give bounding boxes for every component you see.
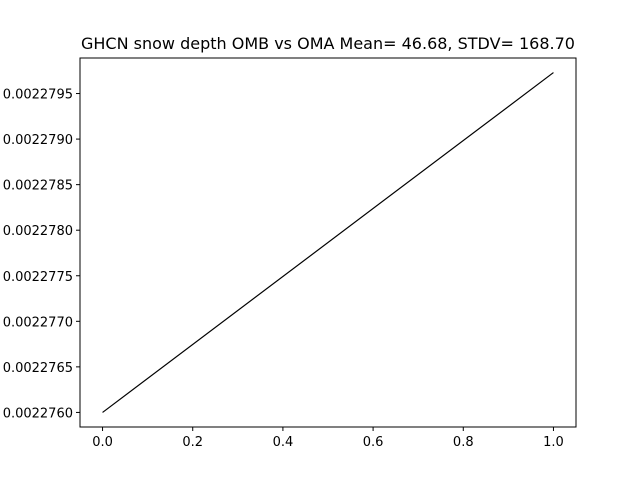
x-tick-label: 0.6 (363, 435, 384, 450)
y-tick-label: 0.0022765 (3, 361, 73, 376)
y-tick-label: 0.0022775 (3, 270, 73, 285)
y-tick-label: 0.0022780 (3, 224, 73, 239)
y-tick-label: 0.0022785 (3, 179, 73, 194)
series-line (102, 72, 554, 413)
plot-frame (79, 57, 577, 428)
plot-layer (102, 72, 554, 413)
x-tick-label: 1.0 (543, 435, 564, 450)
x-axis: 0.0 0.2 0.4 0.6 0.8 1.0 (92, 427, 564, 450)
chart-title: GHCN snow depth OMB vs OMA Mean= 46.68, … (81, 34, 575, 53)
y-tick-label: 0.0022760 (3, 406, 73, 421)
y-axis: 0.0022760 0.0022765 0.0022770 0.0022775 0.00… (3, 88, 80, 421)
y-tick-label: 0.0022790 (3, 133, 73, 148)
x-tick-label: 0.0 (92, 435, 113, 450)
y-tick-label: 0.0022770 (3, 315, 73, 330)
x-tick-label: 0.2 (182, 435, 203, 450)
x-tick-label: 0.4 (273, 435, 294, 450)
x-tick-label: 0.8 (453, 435, 474, 450)
y-tick-label: 0.0022795 (3, 88, 73, 103)
